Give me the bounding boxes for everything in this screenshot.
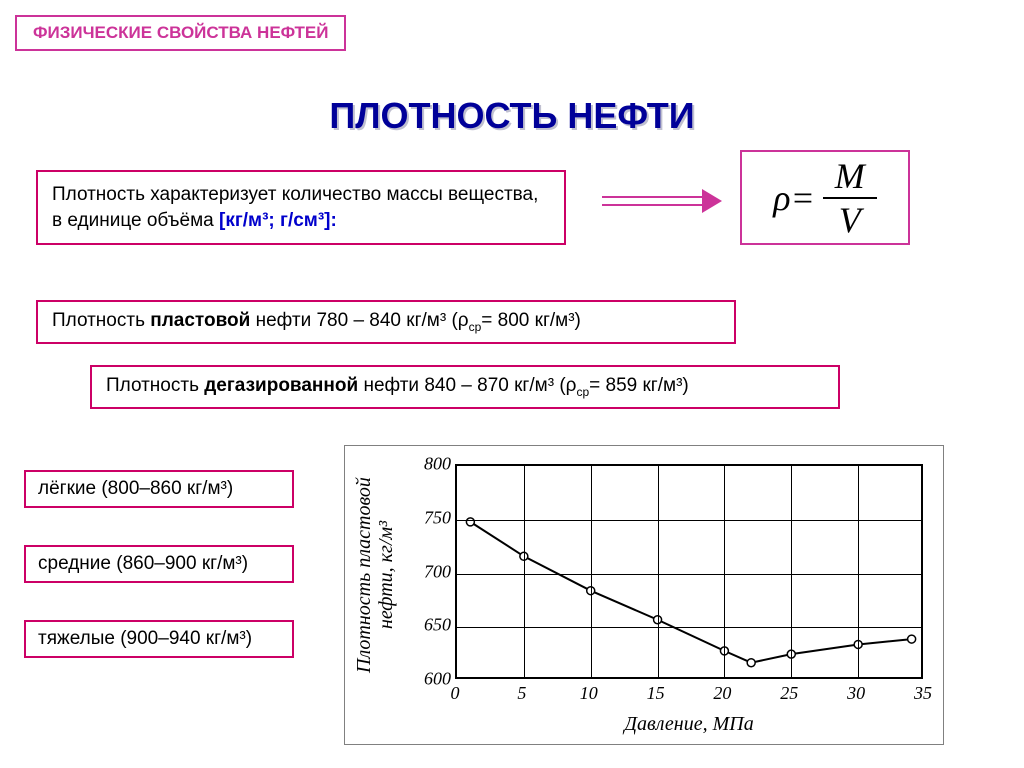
category-heavy: тяжелые (900–940 кг/м³) [24,620,294,658]
chart-xtick: 20 [702,683,742,704]
chart-xlabel: Давление, МПа [455,713,923,736]
chart-xtick: 35 [903,683,943,704]
reservoir-sub: ср [469,320,482,334]
reservoir-suffix: нефти 780 – 840 кг/м³ (ρ [250,310,468,331]
chart-xtick: 15 [636,683,676,704]
formula-eq: = [790,177,814,219]
reservoir-bold: пластовой [150,310,250,331]
definition-units: [кг/м³; г/см³]: [219,210,337,231]
formula-numerator: M [823,155,877,199]
chart-ytick: 600 [407,669,451,690]
formula-denominator: V [827,199,873,241]
chart-ytick: 800 [407,454,451,475]
chart-xtick: 25 [769,683,809,704]
chart-ytick: 700 [407,561,451,582]
arrow-icon [602,192,712,210]
degassed-bold: дегазированной [204,375,358,396]
reservoir-end: = 800 кг/м³) [481,310,581,331]
degassed-end: = 859 кг/м³) [589,375,689,396]
category-medium: средние (860–900 кг/м³) [24,545,294,583]
chart-xtick: 30 [836,683,876,704]
reservoir-density-box: Плотность пластовой нефти 780 – 840 кг/м… [36,300,736,344]
header-badge: ФИЗИЧЕСКИЕ СВОЙСТВА НЕФТЕЙ [15,15,346,51]
degassed-suffix: нефти 840 – 870 кг/м³ (ρ [358,375,576,396]
chart-ylabel: Плотность пластовой нефти, кг/м³ [353,476,393,674]
reservoir-prefix: Плотность [52,310,150,331]
chart-xtick: 5 [502,683,542,704]
chart-ytick: 650 [407,615,451,636]
degassed-prefix: Плотность [106,375,204,396]
degassed-density-box: Плотность дегазированной нефти 840 – 870… [90,365,840,409]
category-light: лёгкие (800–860 кг/м³) [24,470,294,508]
definition-box: Плотность характеризует количество массы… [36,170,566,245]
density-pressure-chart: Плотность пластовой нефти, кг/м³ Давлени… [344,445,944,745]
degassed-sub: ср [576,385,589,399]
chart-xtick: 10 [569,683,609,704]
chart-ytick: 750 [407,507,451,528]
formula-lhs: ρ [773,177,790,219]
formula-box: ρ = M V [740,150,910,245]
page-title: ПЛОТНОСТЬ НЕФТИ [0,95,1024,137]
